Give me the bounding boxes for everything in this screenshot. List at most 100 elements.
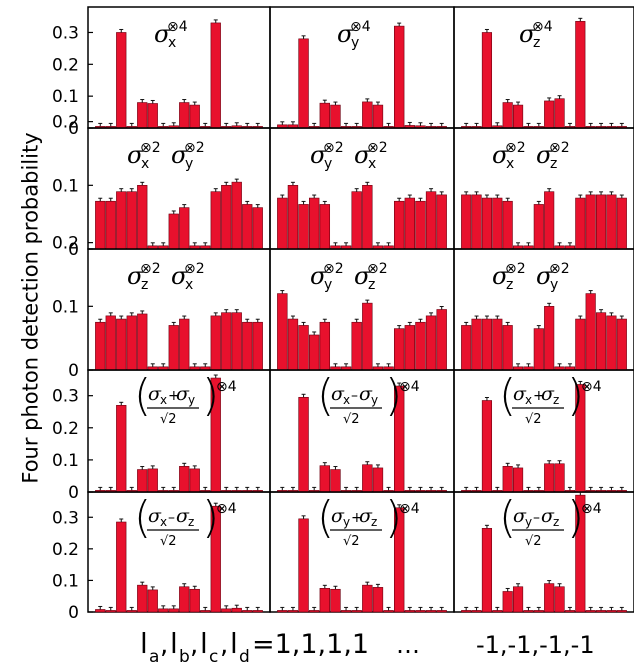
svg-text:√2: √2 xyxy=(160,534,177,549)
bar xyxy=(585,610,596,613)
bar xyxy=(189,468,200,493)
bar xyxy=(575,21,586,129)
bar xyxy=(179,466,190,493)
panel-label: (σ x – σ y√2)⊗4 xyxy=(317,370,420,427)
xlabel-subscript: b xyxy=(179,647,190,667)
svg-text:⊗2: ⊗2 xyxy=(140,140,161,156)
bar xyxy=(471,318,482,371)
bar xyxy=(404,610,416,613)
bar xyxy=(436,610,447,613)
bar xyxy=(585,293,596,371)
svg-text:σ: σ xyxy=(519,20,536,48)
panel-label: σz⊗4 xyxy=(519,19,553,51)
svg-text:l: l xyxy=(170,627,178,660)
bar xyxy=(179,586,190,613)
bar xyxy=(383,610,394,613)
bar xyxy=(319,321,331,371)
bar xyxy=(242,321,253,371)
bar xyxy=(544,306,555,371)
svg-text:σ: σ xyxy=(148,505,162,527)
svg-text:σ: σ xyxy=(359,505,373,527)
svg-text:y: y xyxy=(550,277,558,293)
bar xyxy=(319,588,331,613)
svg-text:⊗4: ⊗4 xyxy=(167,19,188,35)
svg-text:(: ( xyxy=(499,370,516,421)
panel-label: σz⊗2 σy⊗2 xyxy=(492,261,570,293)
svg-text:σ: σ xyxy=(513,505,527,527)
bar xyxy=(95,321,106,371)
bar xyxy=(502,466,513,493)
bar xyxy=(116,191,127,250)
xlabel-subscript: c xyxy=(209,647,218,667)
bar xyxy=(298,204,309,250)
svg-text:y: y xyxy=(324,277,332,293)
svg-text:(: ( xyxy=(499,492,516,543)
xlabel-ellipsis: … xyxy=(396,631,420,659)
svg-text:⊗2: ⊗2 xyxy=(505,140,526,156)
svg-text:z: z xyxy=(553,393,559,407)
bar xyxy=(298,38,309,129)
bar xyxy=(330,469,341,493)
bar xyxy=(461,325,472,371)
bar xyxy=(137,584,148,613)
svg-text:σ: σ xyxy=(337,20,354,48)
bar xyxy=(252,321,263,371)
bar xyxy=(471,610,482,613)
bar xyxy=(168,325,179,371)
bar xyxy=(544,100,555,129)
svg-text:σ: σ xyxy=(536,141,553,169)
bar xyxy=(287,610,299,613)
bar xyxy=(277,197,288,250)
bar xyxy=(277,610,288,613)
svg-text:(: ( xyxy=(134,492,151,543)
y-tick-label: 0.2 xyxy=(52,113,79,133)
bar xyxy=(200,610,211,613)
panel-label: (σ x +σ z√2)⊗4 xyxy=(499,370,602,427)
bar xyxy=(393,200,405,250)
bar xyxy=(554,98,565,129)
panel-label: (σ x – σ z√2)⊗4 xyxy=(134,492,237,549)
svg-text:x: x xyxy=(525,393,532,407)
svg-text:√2: √2 xyxy=(525,534,542,549)
svg-text:σ: σ xyxy=(331,383,345,405)
svg-text:⊗2: ⊗2 xyxy=(549,140,570,156)
svg-text:⊗2: ⊗2 xyxy=(140,261,161,277)
bar xyxy=(242,204,253,250)
bar xyxy=(481,197,493,250)
svg-text:⊗4: ⊗4 xyxy=(350,19,371,35)
bar xyxy=(533,204,544,250)
svg-text:σ: σ xyxy=(154,20,171,48)
bar xyxy=(298,518,309,613)
svg-text:⊗2: ⊗2 xyxy=(184,140,205,156)
panel-label: (σ y – σ z√2)⊗4 xyxy=(499,492,602,549)
bar xyxy=(168,213,179,250)
bar xyxy=(502,591,513,613)
bar xyxy=(179,102,190,129)
bar xyxy=(147,103,158,129)
y-tick-label: 0 xyxy=(68,240,79,260)
svg-text:z: z xyxy=(550,156,557,172)
svg-text:⊗2: ⊗2 xyxy=(323,261,344,277)
svg-text:⊗2: ⊗2 xyxy=(323,140,344,156)
panel-frame xyxy=(453,491,634,613)
svg-text:z: z xyxy=(506,277,513,293)
xlabel-first-value: =1,1,1,1 xyxy=(252,629,369,660)
svg-text:y: y xyxy=(371,393,378,407)
bar xyxy=(616,610,627,613)
bar xyxy=(481,32,493,129)
svg-text:σ: σ xyxy=(354,141,371,169)
bar xyxy=(425,610,437,613)
panel-labels: σx⊗4 σy⊗4 σz⊗4σx⊗2 σy⊗2 σy⊗2 σx⊗2 σx⊗2 σz⊗2σz⊗2… xyxy=(127,19,602,549)
y-tick-label: 0.2 xyxy=(52,55,79,75)
svg-text:⊗4: ⊗4 xyxy=(399,501,420,517)
bar xyxy=(575,318,586,371)
svg-text:σ: σ xyxy=(310,262,327,290)
svg-text:l: l xyxy=(200,627,208,660)
bar xyxy=(210,22,221,129)
bar xyxy=(95,200,106,250)
bar xyxy=(319,102,331,129)
panel-label: σy⊗2 σx⊗2 xyxy=(310,140,388,172)
bar xyxy=(340,610,352,613)
svg-text:l: l xyxy=(230,627,238,660)
bar xyxy=(616,197,627,250)
